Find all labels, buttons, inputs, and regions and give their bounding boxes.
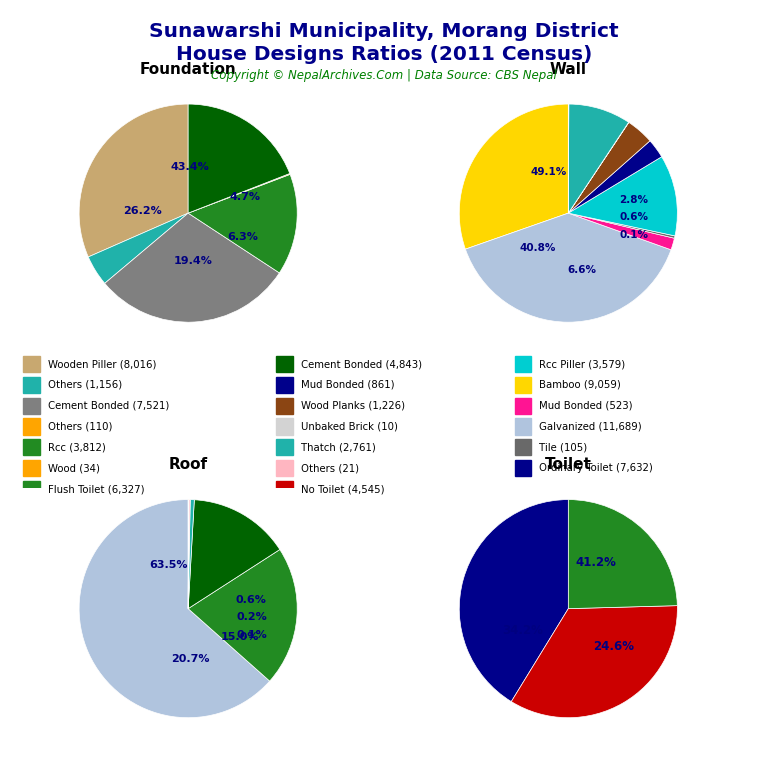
Text: Wood Planks (1,226): Wood Planks (1,226): [301, 401, 406, 411]
Text: Bamboo (9,059): Bamboo (9,059): [539, 380, 621, 390]
Text: 0.1%: 0.1%: [619, 230, 648, 240]
Text: Tile (105): Tile (105): [539, 442, 588, 452]
Text: No Toilet (4,545): No Toilet (4,545): [301, 484, 385, 494]
Text: Rcc Piller (3,579): Rcc Piller (3,579): [539, 359, 625, 369]
Wedge shape: [104, 213, 280, 322]
Text: 40.8%: 40.8%: [520, 243, 556, 253]
Wedge shape: [79, 500, 270, 717]
Bar: [23, 398, 40, 414]
Text: Ordinary Toilet (7,632): Ordinary Toilet (7,632): [539, 463, 653, 473]
Title: Toilet: Toilet: [545, 457, 592, 472]
Wedge shape: [568, 213, 674, 250]
Wedge shape: [568, 141, 662, 213]
Text: Others (110): Others (110): [48, 422, 112, 432]
Text: Flush Toilet (6,327): Flush Toilet (6,327): [48, 484, 144, 494]
Wedge shape: [465, 213, 671, 322]
Text: 15.0%: 15.0%: [220, 632, 259, 642]
Bar: [23, 419, 40, 435]
Text: 49.1%: 49.1%: [531, 167, 567, 177]
Text: 0.6%: 0.6%: [236, 595, 266, 605]
Wedge shape: [88, 213, 188, 283]
Wedge shape: [188, 500, 190, 608]
Text: Copyright © NepalArchives.Com | Data Source: CBS Nepal: Copyright © NepalArchives.Com | Data Sou…: [211, 69, 557, 82]
Text: 24.6%: 24.6%: [594, 641, 634, 654]
Text: Cement Bonded (7,521): Cement Bonded (7,521): [48, 401, 169, 411]
Bar: [515, 356, 531, 372]
Text: Wooden Piller (8,016): Wooden Piller (8,016): [48, 359, 156, 369]
Title: Foundation: Foundation: [140, 61, 237, 77]
Bar: [276, 460, 293, 476]
Wedge shape: [511, 606, 677, 717]
Bar: [515, 460, 531, 476]
Text: 20.7%: 20.7%: [171, 654, 210, 664]
Bar: [23, 460, 40, 476]
Wedge shape: [188, 500, 280, 608]
Wedge shape: [188, 104, 290, 213]
Bar: [23, 356, 40, 372]
Wedge shape: [459, 500, 568, 702]
Bar: [515, 377, 531, 393]
Text: Rcc (3,812): Rcc (3,812): [48, 442, 105, 452]
Text: 0.1%: 0.1%: [236, 630, 266, 640]
Wedge shape: [568, 157, 677, 236]
Wedge shape: [568, 104, 629, 213]
Title: Wall: Wall: [550, 61, 587, 77]
Bar: [276, 439, 293, 455]
Text: 19.4%: 19.4%: [174, 256, 213, 266]
Wedge shape: [568, 213, 675, 238]
Text: 6.3%: 6.3%: [227, 232, 258, 242]
Text: 0.6%: 0.6%: [619, 213, 648, 223]
Text: 34.2%: 34.2%: [502, 624, 543, 637]
Text: Wood (34): Wood (34): [48, 463, 100, 473]
Text: House Designs Ratios (2011 Census): House Designs Ratios (2011 Census): [176, 45, 592, 64]
Bar: [23, 439, 40, 455]
Text: Galvanized (11,689): Galvanized (11,689): [539, 422, 642, 432]
Wedge shape: [188, 500, 194, 608]
Wedge shape: [188, 174, 297, 273]
Title: Roof: Roof: [169, 457, 207, 472]
Wedge shape: [568, 122, 650, 213]
Text: Thatch (2,761): Thatch (2,761): [301, 442, 376, 452]
Text: Others (21): Others (21): [301, 463, 359, 473]
Bar: [276, 398, 293, 414]
Text: Others (1,156): Others (1,156): [48, 380, 122, 390]
Text: Mud Bonded (523): Mud Bonded (523): [539, 401, 633, 411]
Bar: [515, 439, 531, 455]
Text: 26.2%: 26.2%: [123, 206, 162, 216]
Wedge shape: [459, 104, 568, 249]
Text: 63.5%: 63.5%: [149, 560, 188, 570]
Bar: [515, 419, 531, 435]
Text: 43.4%: 43.4%: [171, 162, 210, 172]
Wedge shape: [568, 122, 629, 213]
Bar: [515, 398, 531, 414]
Text: 6.6%: 6.6%: [567, 265, 596, 275]
Text: 2.8%: 2.8%: [619, 195, 648, 205]
Text: Cement Bonded (4,843): Cement Bonded (4,843): [301, 359, 422, 369]
Text: 4.7%: 4.7%: [230, 192, 260, 202]
Text: Unbaked Brick (10): Unbaked Brick (10): [301, 422, 398, 432]
Bar: [23, 481, 40, 497]
Wedge shape: [188, 550, 297, 681]
Text: 0.2%: 0.2%: [236, 612, 266, 622]
Bar: [23, 377, 40, 393]
Wedge shape: [79, 104, 188, 257]
Wedge shape: [188, 174, 290, 213]
Bar: [276, 481, 293, 497]
Bar: [276, 377, 293, 393]
Text: Sunawarshi Municipality, Morang District: Sunawarshi Municipality, Morang District: [149, 22, 619, 41]
Wedge shape: [568, 500, 677, 608]
Bar: [276, 419, 293, 435]
Text: 41.2%: 41.2%: [575, 556, 616, 569]
Text: Mud Bonded (861): Mud Bonded (861): [301, 380, 395, 390]
Bar: [276, 356, 293, 372]
